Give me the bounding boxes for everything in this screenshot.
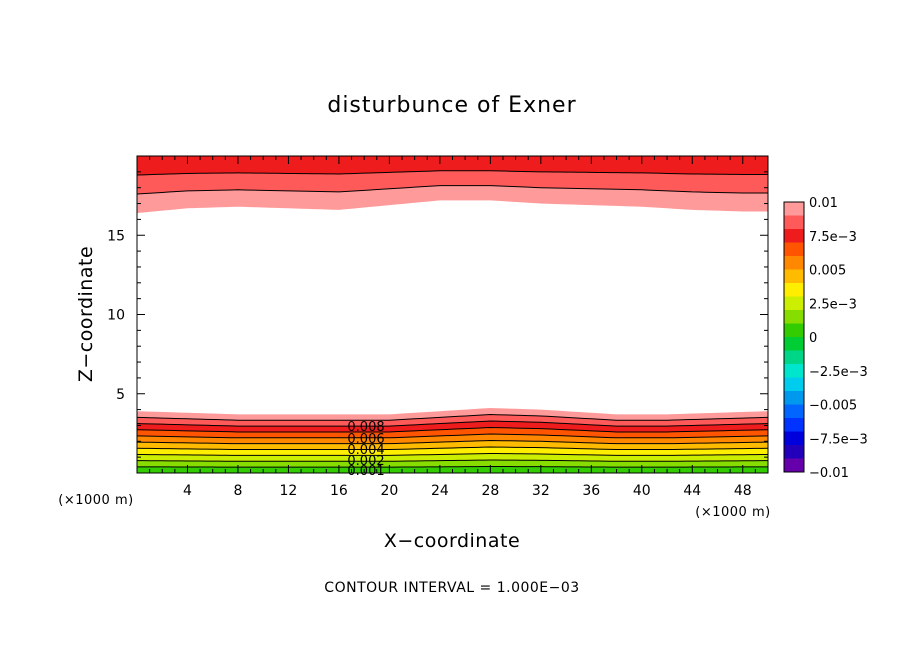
lower-contour-band-6 [137, 427, 768, 438]
colorbar-tick-label: −0.005 [809, 399, 857, 414]
y-tick-label: 5 [116, 387, 125, 403]
colorbar-swatch [784, 242, 804, 257]
x-tick-label: 36 [582, 483, 600, 499]
x-axis-ticks: 4 8 12 16 20 24 28 32 36 40 44 48 [136, 156, 769, 499]
contour-fill-area [137, 156, 768, 473]
x-tick-label: 48 [734, 483, 752, 499]
colorbar-swatch [784, 445, 804, 459]
contour-lines [137, 170, 768, 468]
colorbar-swatch [784, 229, 804, 243]
lower-contour-band-7 [137, 421, 768, 432]
x-tick-label: 12 [280, 483, 298, 499]
colorbar-swatch [784, 215, 804, 230]
x-axis-unit-left: (×1000 m) [58, 493, 133, 508]
colorbar-tick-label: −7.5e−3 [809, 432, 868, 447]
x-tick-label: 32 [532, 483, 550, 499]
y-axis-label: Z−coordinate [75, 246, 97, 382]
lower-contour-line-4 [137, 446, 768, 451]
x-tick-label: 16 [330, 483, 348, 499]
colorbar-swatch [784, 283, 804, 297]
y-tick-label: 10 [107, 308, 125, 324]
colorbar-tick-label: −0.01 [809, 466, 849, 481]
colorbar-swatch [784, 350, 804, 365]
lower-contour-band-4 [137, 440, 768, 450]
colorbar-swatch [784, 256, 804, 270]
colorbar-swatch [784, 337, 804, 351]
x-tick-label: 4 [183, 483, 192, 499]
y-tick-label: 15 [107, 228, 125, 244]
contour-label-0-002: 0.002 [347, 454, 384, 469]
colorbar-swatch [784, 323, 804, 338]
lower-contour-band-1 [137, 460, 768, 468]
x-tick-label: 24 [431, 483, 449, 499]
lower-contour-line-3 [137, 452, 768, 456]
colorbar-swatch [784, 296, 804, 311]
x-axis-unit-right: (×1000 m) [695, 505, 770, 520]
lower-contour-band-8 [137, 414, 768, 427]
contour-label-0-006: 0.006 [347, 432, 384, 447]
colorbar-swatch [784, 418, 804, 432]
x-axis-label: X−coordinate [384, 530, 520, 552]
x-tick-label: 44 [683, 483, 701, 499]
colorbar-labels: 0.01 7.5e−3 0.005 2.5e−3 0 −2.5e−3 −0.005 −7.5e… [809, 196, 868, 481]
contour-labels: 0.008 0.006 0.004 0.002 0.001 [347, 420, 384, 479]
lower-contour-band-3 [137, 447, 768, 456]
x-tick-label: 8 [233, 483, 242, 499]
lower-contour-line-9 [137, 414, 768, 421]
colorbar-swatch [784, 364, 804, 378]
upper-contour-line-2 [137, 170, 768, 176]
colorbar-swatch [784, 377, 804, 392]
x-tick-label: 40 [633, 483, 651, 499]
colorbar-tick-label: 0.005 [809, 264, 846, 279]
lower-contour-line-8 [137, 420, 768, 427]
colorbar-tick-label: −2.5e−3 [809, 365, 868, 380]
colorbar-tick-label: 0.01 [809, 196, 838, 211]
colorbar-swatch [784, 391, 804, 405]
colorbar-swatch [784, 404, 804, 419]
lower-contour-band-5 [137, 434, 768, 444]
x-tick-label: 20 [380, 483, 398, 499]
colorbar [783, 201, 805, 473]
contour-label-0-008: 0.008 [347, 420, 384, 435]
upper-contour-band-1 [137, 170, 768, 195]
upper-contour-line-1 [137, 185, 768, 195]
contour-label-0-004: 0.004 [347, 443, 384, 458]
contour-interval-note: CONTOUR INTERVAL = 1.000E−03 [324, 580, 579, 596]
colorbar-swatch [784, 202, 804, 216]
chart-title: disturbunce of Exner [327, 93, 576, 118]
colorbar-tick-label: 2.5e−3 [809, 297, 857, 312]
lower-contour-line-7 [137, 427, 768, 433]
colorbar-tick-label: 7.5e−3 [809, 230, 857, 245]
lower-contour-band-9 [137, 408, 768, 421]
lower-contour-line-2 [137, 459, 768, 462]
lower-contour-line-6 [137, 433, 768, 439]
lower-contour-line-5 [137, 440, 768, 445]
colorbar-tick-label: 0 [809, 331, 817, 346]
colorbar-frame [783, 201, 805, 473]
colorbar-swatch [784, 310, 804, 324]
colorbar-swatch [784, 431, 804, 446]
colorbar-swatch [784, 458, 804, 473]
y-axis-ticks: 5 10 15 [107, 155, 768, 474]
upper-contour-band-0 [137, 185, 768, 214]
contour-label-0-001: 0.001 [347, 464, 384, 479]
x-tick-label: 28 [481, 483, 499, 499]
upper-contour-band-2 [137, 156, 768, 176]
lower-contour-line-1 [137, 465, 768, 468]
colorbar-swatch [784, 269, 804, 284]
